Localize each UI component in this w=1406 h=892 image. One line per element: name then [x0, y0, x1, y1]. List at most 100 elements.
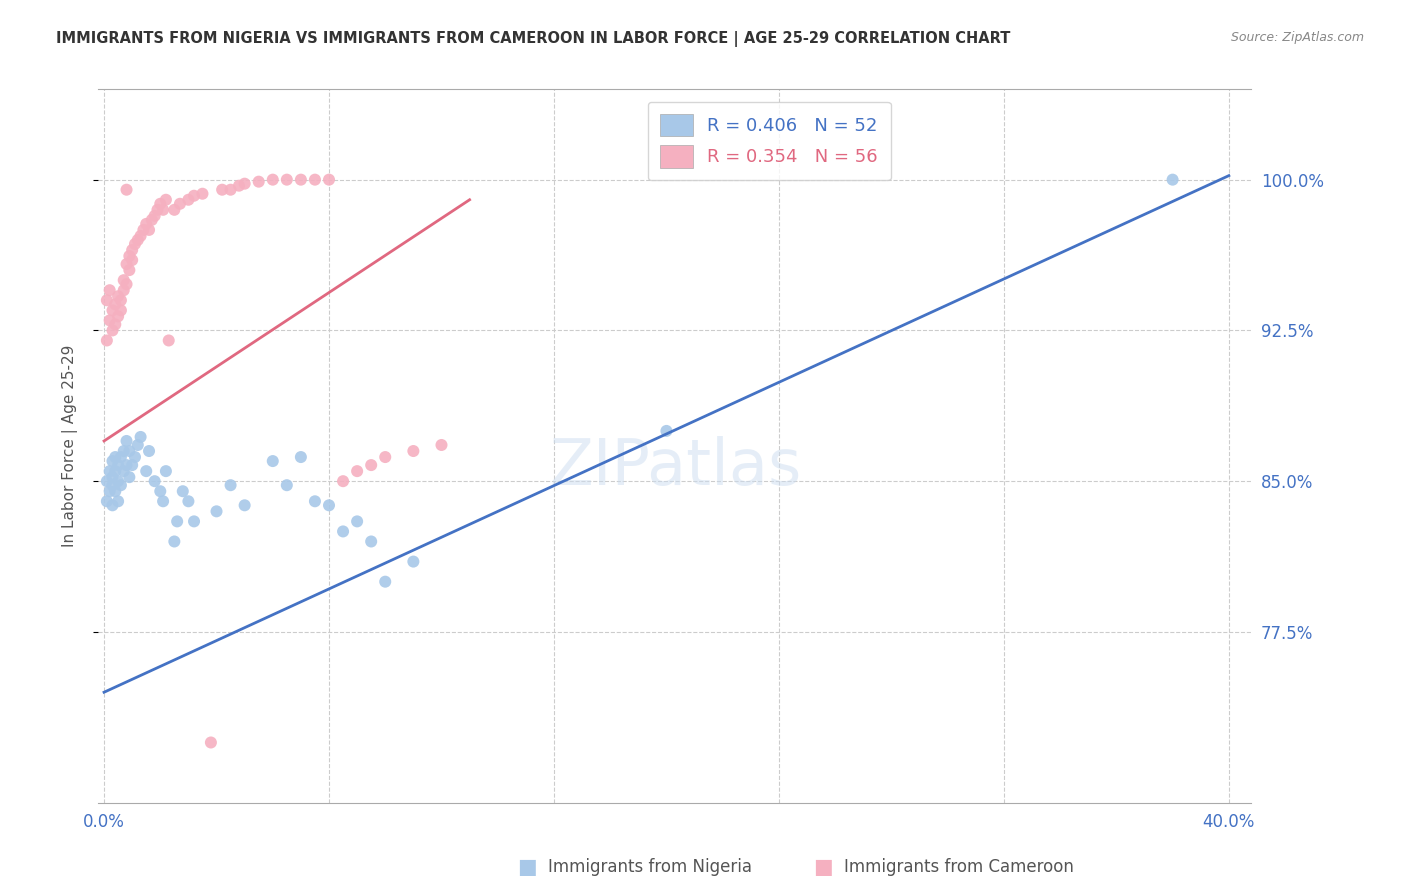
Point	[346, 515, 368, 529]
Point	[304, 494, 326, 508]
Point	[318, 498, 340, 512]
Text: ■: ■	[813, 857, 832, 877]
Point	[177, 193, 200, 207]
Point	[107, 494, 129, 508]
Point	[107, 474, 129, 488]
Point	[135, 464, 157, 478]
Point	[655, 424, 678, 438]
Point	[141, 212, 163, 227]
Point	[191, 186, 214, 201]
Point	[107, 289, 129, 303]
Point	[135, 217, 157, 231]
Point	[152, 494, 174, 508]
Point	[304, 172, 326, 186]
Point	[132, 223, 155, 237]
Point	[138, 444, 160, 458]
Point	[332, 474, 354, 488]
Point	[219, 183, 242, 197]
Point	[402, 444, 425, 458]
Point	[101, 303, 124, 318]
Point	[127, 438, 149, 452]
Point	[98, 283, 121, 297]
Text: IMMIGRANTS FROM NIGERIA VS IMMIGRANTS FROM CAMEROON IN LABOR FORCE | AGE 25-29 C: IMMIGRANTS FROM NIGERIA VS IMMIGRANTS FR…	[56, 31, 1011, 47]
Point	[157, 334, 180, 348]
Point	[146, 202, 169, 217]
Point	[96, 494, 118, 508]
Point	[262, 172, 284, 186]
Point	[98, 464, 121, 478]
Point	[104, 318, 127, 332]
Point	[101, 323, 124, 337]
Legend: R = 0.406   N = 52, R = 0.354   N = 56: R = 0.406 N = 52, R = 0.354 N = 56	[648, 102, 890, 180]
Text: Source: ZipAtlas.com: Source: ZipAtlas.com	[1230, 31, 1364, 45]
Point	[104, 464, 127, 478]
Point	[112, 464, 135, 478]
Point	[183, 515, 205, 529]
Point	[115, 458, 138, 472]
Point	[121, 243, 143, 257]
Point	[233, 177, 256, 191]
Point	[118, 444, 141, 458]
Point	[112, 283, 135, 297]
Point	[169, 196, 191, 211]
Point	[101, 478, 124, 492]
Point	[360, 458, 382, 472]
Point	[163, 202, 186, 217]
Point	[118, 470, 141, 484]
Point	[200, 735, 222, 749]
Point	[276, 172, 298, 186]
Point	[98, 484, 121, 499]
Point	[101, 498, 124, 512]
Point	[172, 484, 194, 499]
Point	[219, 478, 242, 492]
Point	[152, 202, 174, 217]
Point	[233, 498, 256, 512]
Point	[290, 450, 312, 464]
Point	[143, 474, 166, 488]
Point	[276, 478, 298, 492]
Point	[121, 253, 143, 268]
Point	[163, 534, 186, 549]
Point	[127, 233, 149, 247]
Point	[318, 172, 340, 186]
Point	[143, 209, 166, 223]
Point	[96, 293, 118, 308]
Point	[155, 193, 177, 207]
Point	[107, 458, 129, 472]
Point	[149, 484, 172, 499]
Point	[262, 454, 284, 468]
Point	[101, 470, 124, 484]
Text: Immigrants from Cameroon: Immigrants from Cameroon	[844, 858, 1073, 876]
Point	[374, 450, 396, 464]
Text: ■: ■	[517, 857, 537, 877]
Point	[124, 237, 146, 252]
Point	[98, 313, 121, 327]
Point	[104, 297, 127, 311]
Point	[205, 504, 228, 518]
Point	[104, 484, 127, 499]
Point	[290, 172, 312, 186]
Point	[104, 450, 127, 464]
Point	[115, 277, 138, 292]
Point	[101, 454, 124, 468]
Point	[247, 175, 270, 189]
Point	[430, 438, 453, 452]
Point	[110, 478, 132, 492]
Point	[112, 273, 135, 287]
Point	[149, 196, 172, 211]
Point	[110, 293, 132, 308]
Point	[110, 450, 132, 464]
Point	[332, 524, 354, 539]
Point	[155, 464, 177, 478]
Point	[183, 188, 205, 202]
Point	[1161, 172, 1184, 186]
Point	[107, 310, 129, 324]
Point	[118, 263, 141, 277]
Point	[96, 474, 118, 488]
Point	[115, 434, 138, 448]
Point	[96, 334, 118, 348]
Point	[166, 515, 188, 529]
Point	[374, 574, 396, 589]
Text: Immigrants from Nigeria: Immigrants from Nigeria	[548, 858, 752, 876]
Point	[115, 257, 138, 271]
